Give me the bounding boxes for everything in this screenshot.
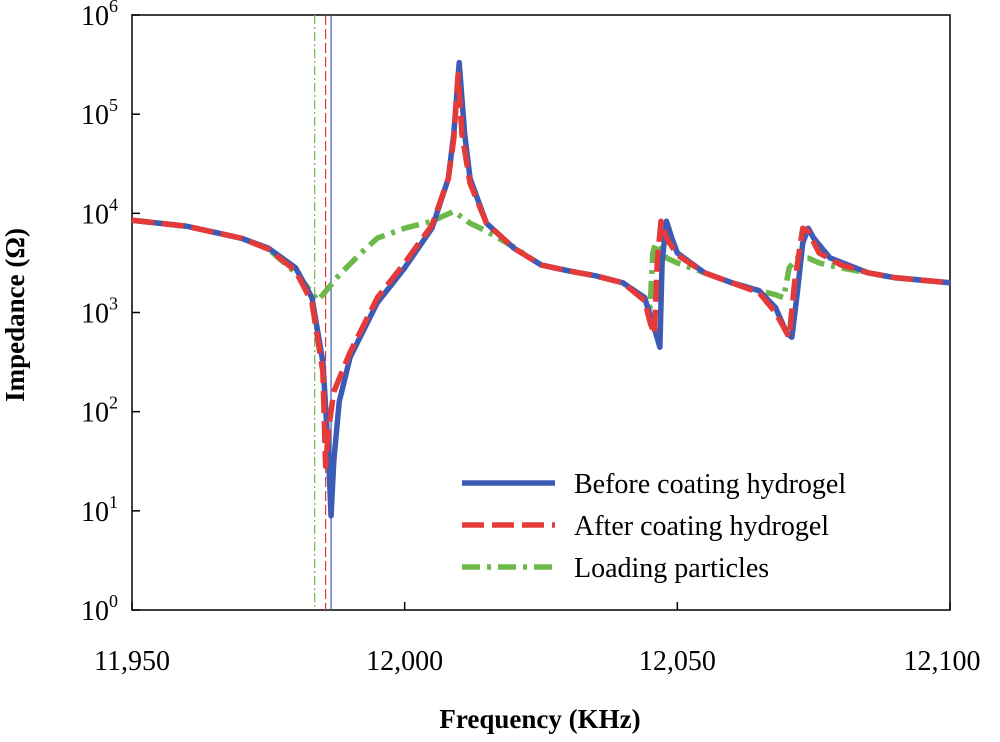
y-tick-exponent: 5 [109,95,118,115]
x-axis: 11,950 12,000 12,050 12,100 [94,602,981,677]
y-tick-exponent: 0 [109,591,118,611]
series-lines [131,59,951,519]
y-tick-exponent: 1 [109,492,118,512]
y-tick-label: 102 [81,393,118,429]
y-tick-label: 100 [81,591,118,627]
y-tick-base: 10 [81,596,109,627]
y-tick-label: 103 [81,294,118,330]
y-tick-base: 10 [81,497,109,528]
y-tick-exponent: 3 [109,294,118,314]
y-tick-label: 105 [81,95,118,131]
y-axis-title: Impedance (Ω) [0,228,30,402]
y-tick-label: 104 [81,194,118,230]
y-tick-base: 10 [81,199,109,230]
x-tick-label: 12,000 [366,646,443,677]
series-line-1 [131,59,951,519]
x-tick-label: 12,100 [904,646,981,677]
y-tick-base: 10 [81,398,109,429]
x-axis-title: Frequency (KHz) [439,704,640,734]
series-line-2 [131,71,951,469]
y-tick-base: 10 [81,299,109,330]
legend: Before coating hydrogel After coating hyd… [462,469,846,584]
x-tick-label: 11,950 [94,646,170,677]
x-tick-label: 12,050 [639,646,716,677]
y-tick-label: 101 [81,492,118,528]
y-tick-exponent: 4 [109,194,118,214]
y-tick-exponent: 6 [109,0,118,16]
y-tick-base: 10 [81,1,109,32]
legend-label: After coating hydrogel [574,511,829,542]
y-tick-exponent: 2 [109,393,118,413]
y-tick-label: 106 [81,0,118,32]
series-line-3 [131,208,951,311]
y-tick-base: 10 [81,100,109,131]
legend-label: Loading particles [574,553,769,584]
legend-label: Before coating hydrogel [574,469,846,500]
